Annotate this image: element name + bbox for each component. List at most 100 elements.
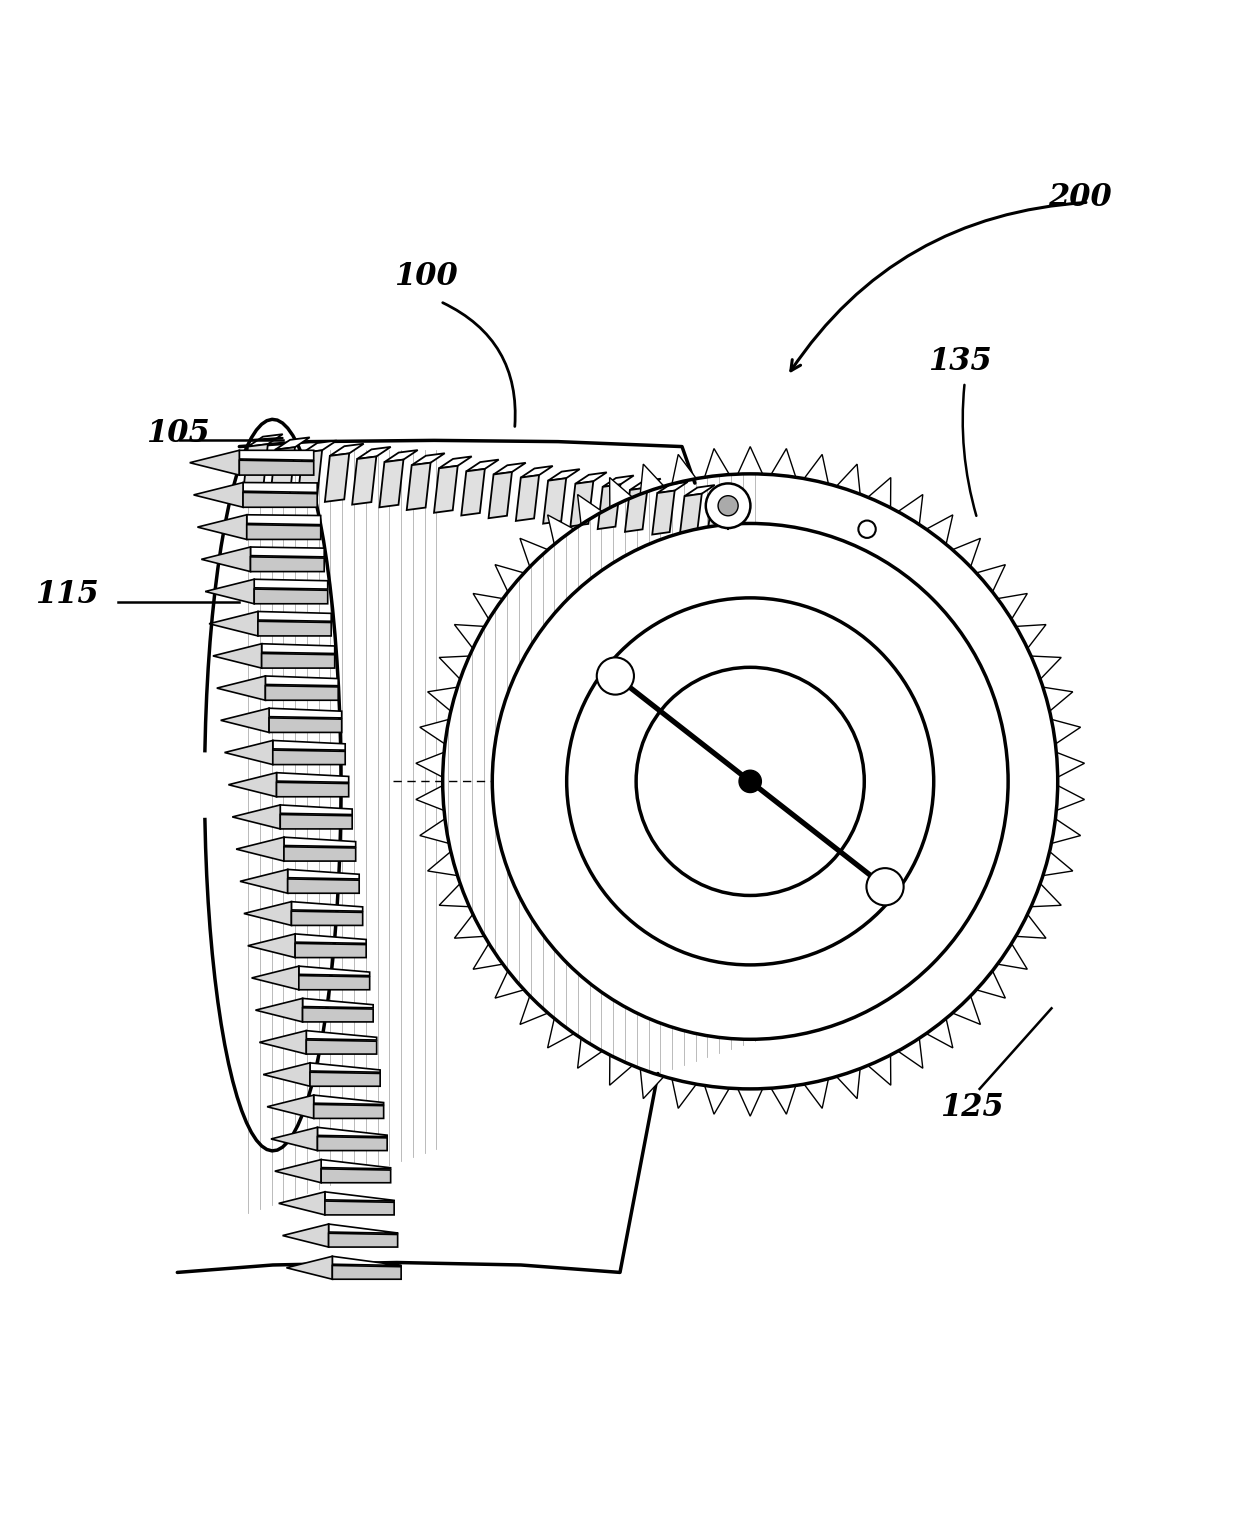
Circle shape [596, 658, 634, 694]
Polygon shape [407, 463, 430, 510]
Polygon shape [868, 477, 890, 507]
Polygon shape [193, 483, 243, 507]
Polygon shape [270, 448, 295, 497]
Polygon shape [201, 547, 250, 572]
Polygon shape [280, 814, 352, 829]
Polygon shape [712, 487, 742, 500]
Polygon shape [898, 1038, 923, 1069]
Circle shape [867, 868, 904, 906]
Polygon shape [976, 564, 1006, 592]
Circle shape [492, 523, 1008, 1039]
Polygon shape [303, 1007, 373, 1023]
Polygon shape [299, 975, 370, 990]
Polygon shape [317, 1127, 387, 1136]
Polygon shape [299, 966, 370, 975]
Polygon shape [598, 484, 620, 529]
Polygon shape [317, 1136, 387, 1151]
Polygon shape [434, 466, 458, 512]
Polygon shape [277, 773, 348, 782]
Polygon shape [1016, 914, 1047, 938]
Polygon shape [325, 454, 350, 501]
Polygon shape [267, 1095, 314, 1119]
Polygon shape [329, 1223, 398, 1233]
Polygon shape [190, 451, 239, 475]
Polygon shape [704, 449, 729, 477]
Text: 200: 200 [1048, 182, 1111, 213]
Polygon shape [259, 1030, 306, 1055]
Polygon shape [575, 472, 606, 484]
Polygon shape [241, 869, 288, 894]
Polygon shape [837, 1069, 861, 1099]
Polygon shape [295, 934, 366, 943]
Polygon shape [217, 676, 265, 701]
Polygon shape [332, 1257, 402, 1266]
Polygon shape [976, 970, 1006, 998]
Polygon shape [771, 449, 796, 477]
Polygon shape [652, 491, 675, 535]
Text: 100: 100 [394, 262, 458, 293]
Polygon shape [704, 1085, 729, 1114]
Polygon shape [439, 656, 470, 679]
Polygon shape [997, 593, 1027, 619]
Polygon shape [454, 914, 485, 938]
Polygon shape [310, 1062, 381, 1072]
Polygon shape [329, 1233, 398, 1246]
Polygon shape [495, 564, 525, 592]
Polygon shape [680, 494, 702, 537]
Polygon shape [520, 996, 548, 1024]
Polygon shape [288, 878, 360, 894]
Polygon shape [310, 1072, 381, 1087]
Polygon shape [325, 1191, 394, 1200]
Polygon shape [420, 719, 449, 744]
Polygon shape [420, 819, 449, 843]
Circle shape [718, 495, 738, 515]
Polygon shape [898, 495, 923, 524]
Circle shape [739, 770, 761, 793]
Polygon shape [303, 440, 337, 452]
Polygon shape [521, 466, 553, 478]
Polygon shape [548, 515, 574, 544]
Polygon shape [672, 1079, 697, 1108]
Polygon shape [232, 805, 280, 829]
Circle shape [636, 667, 864, 895]
Polygon shape [610, 477, 632, 507]
Polygon shape [303, 998, 373, 1007]
Polygon shape [306, 1030, 377, 1039]
Polygon shape [224, 740, 273, 765]
Polygon shape [244, 901, 291, 926]
Polygon shape [640, 464, 663, 494]
Polygon shape [254, 579, 327, 589]
Polygon shape [295, 943, 366, 958]
Polygon shape [474, 593, 503, 619]
Polygon shape [269, 708, 342, 717]
Polygon shape [332, 1265, 402, 1279]
Polygon shape [269, 717, 342, 733]
Polygon shape [1056, 785, 1085, 811]
Polygon shape [262, 644, 335, 653]
Polygon shape [1030, 883, 1061, 906]
Polygon shape [804, 454, 828, 484]
Polygon shape [258, 621, 331, 636]
Polygon shape [243, 492, 317, 507]
Polygon shape [252, 966, 299, 990]
Polygon shape [412, 454, 445, 464]
Polygon shape [357, 448, 391, 458]
Polygon shape [291, 911, 362, 926]
Polygon shape [548, 1018, 574, 1049]
Polygon shape [610, 1055, 632, 1085]
Polygon shape [738, 1088, 763, 1116]
Polygon shape [1043, 687, 1073, 711]
Polygon shape [255, 998, 303, 1023]
Polygon shape [243, 445, 268, 494]
Polygon shape [952, 996, 981, 1024]
Polygon shape [288, 869, 360, 878]
Polygon shape [578, 495, 603, 524]
Polygon shape [239, 451, 314, 460]
Polygon shape [548, 469, 580, 481]
Polygon shape [210, 612, 258, 636]
Polygon shape [258, 612, 331, 621]
Polygon shape [489, 472, 512, 518]
Text: 105: 105 [146, 417, 210, 449]
Polygon shape [926, 515, 952, 544]
Polygon shape [228, 773, 277, 797]
